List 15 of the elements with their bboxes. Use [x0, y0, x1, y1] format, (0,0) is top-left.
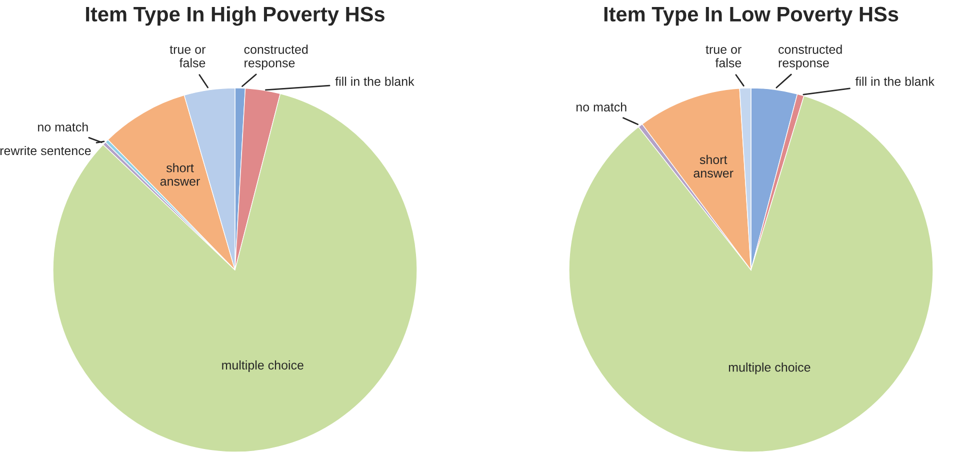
- slice-label: fill in the blank: [335, 76, 414, 86]
- chart-title: Item Type In Low Poverty HSs: [604, 6, 898, 26]
- slice-label: multiple choice: [222, 360, 304, 372]
- slice-label: constructed response: [778, 44, 842, 70]
- slice-label: short answer: [694, 154, 734, 178]
- slice-label: short answer: [160, 163, 200, 186]
- slice-label: fill in the blank: [855, 76, 935, 86]
- slice-label: no match: [576, 102, 626, 112]
- slice-label: constructed response: [244, 44, 308, 70]
- slice-label: rewrite sentence: [0, 146, 91, 156]
- slice-label: true or false: [170, 46, 206, 68]
- slice-label: multiple choice: [728, 362, 810, 374]
- slice-label: true or false: [706, 46, 742, 68]
- chart-title: Item Type In High Poverty HSs: [86, 6, 384, 26]
- slice-label: no match: [38, 122, 88, 132]
